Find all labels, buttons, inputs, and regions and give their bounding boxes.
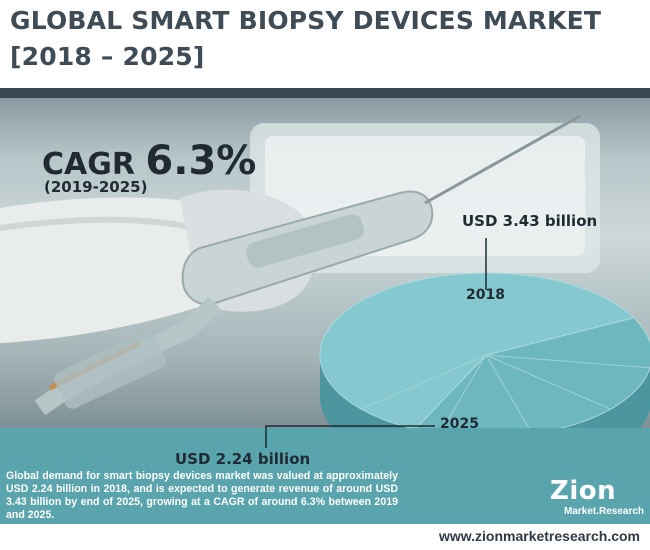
pie-facet-line <box>485 354 611 410</box>
pie-facet-line <box>485 354 650 369</box>
pie-facet-line <box>485 354 533 434</box>
header: GLOBAL SMART BIOPSY DEVICES MARKET [2018… <box>0 0 650 88</box>
hero-background <box>0 88 650 428</box>
market-description: Global demand for smart biopsy devices m… <box>6 470 398 521</box>
year-label-2025: 2025 <box>440 416 479 432</box>
page-subtitle-years: [2018 – 2025] <box>10 42 205 71</box>
pie-slice-2025 <box>319 272 635 430</box>
hero-illustration <box>0 114 600 416</box>
value-label-2025: USD 3.43 billion <box>462 212 598 230</box>
pie-facet-line <box>361 354 487 410</box>
page-title: GLOBAL SMART BIOPSY DEVICES MARKET <box>10 6 602 35</box>
value-label-2018: USD 2.24 billion <box>175 450 311 468</box>
cagr-text: CAGR <box>42 147 135 182</box>
cagr-value: 6.3% <box>145 138 257 184</box>
cagr-period: (2019-2025) <box>44 178 148 196</box>
zion-logo: Zion Market.Research <box>546 476 645 522</box>
logo-tagline: Market.Research <box>564 506 645 517</box>
logo-wordmark: Zion <box>550 476 617 506</box>
website-url: www.zionmarketresearch.com <box>438 528 640 544</box>
leader-line-2018 <box>265 425 435 448</box>
cagr-label: CAGR 6.3% <box>42 138 256 184</box>
footer <box>0 524 650 550</box>
year-label-2018: 2018 <box>466 287 505 303</box>
description-band <box>0 428 650 524</box>
pie-facet-line <box>439 354 487 434</box>
